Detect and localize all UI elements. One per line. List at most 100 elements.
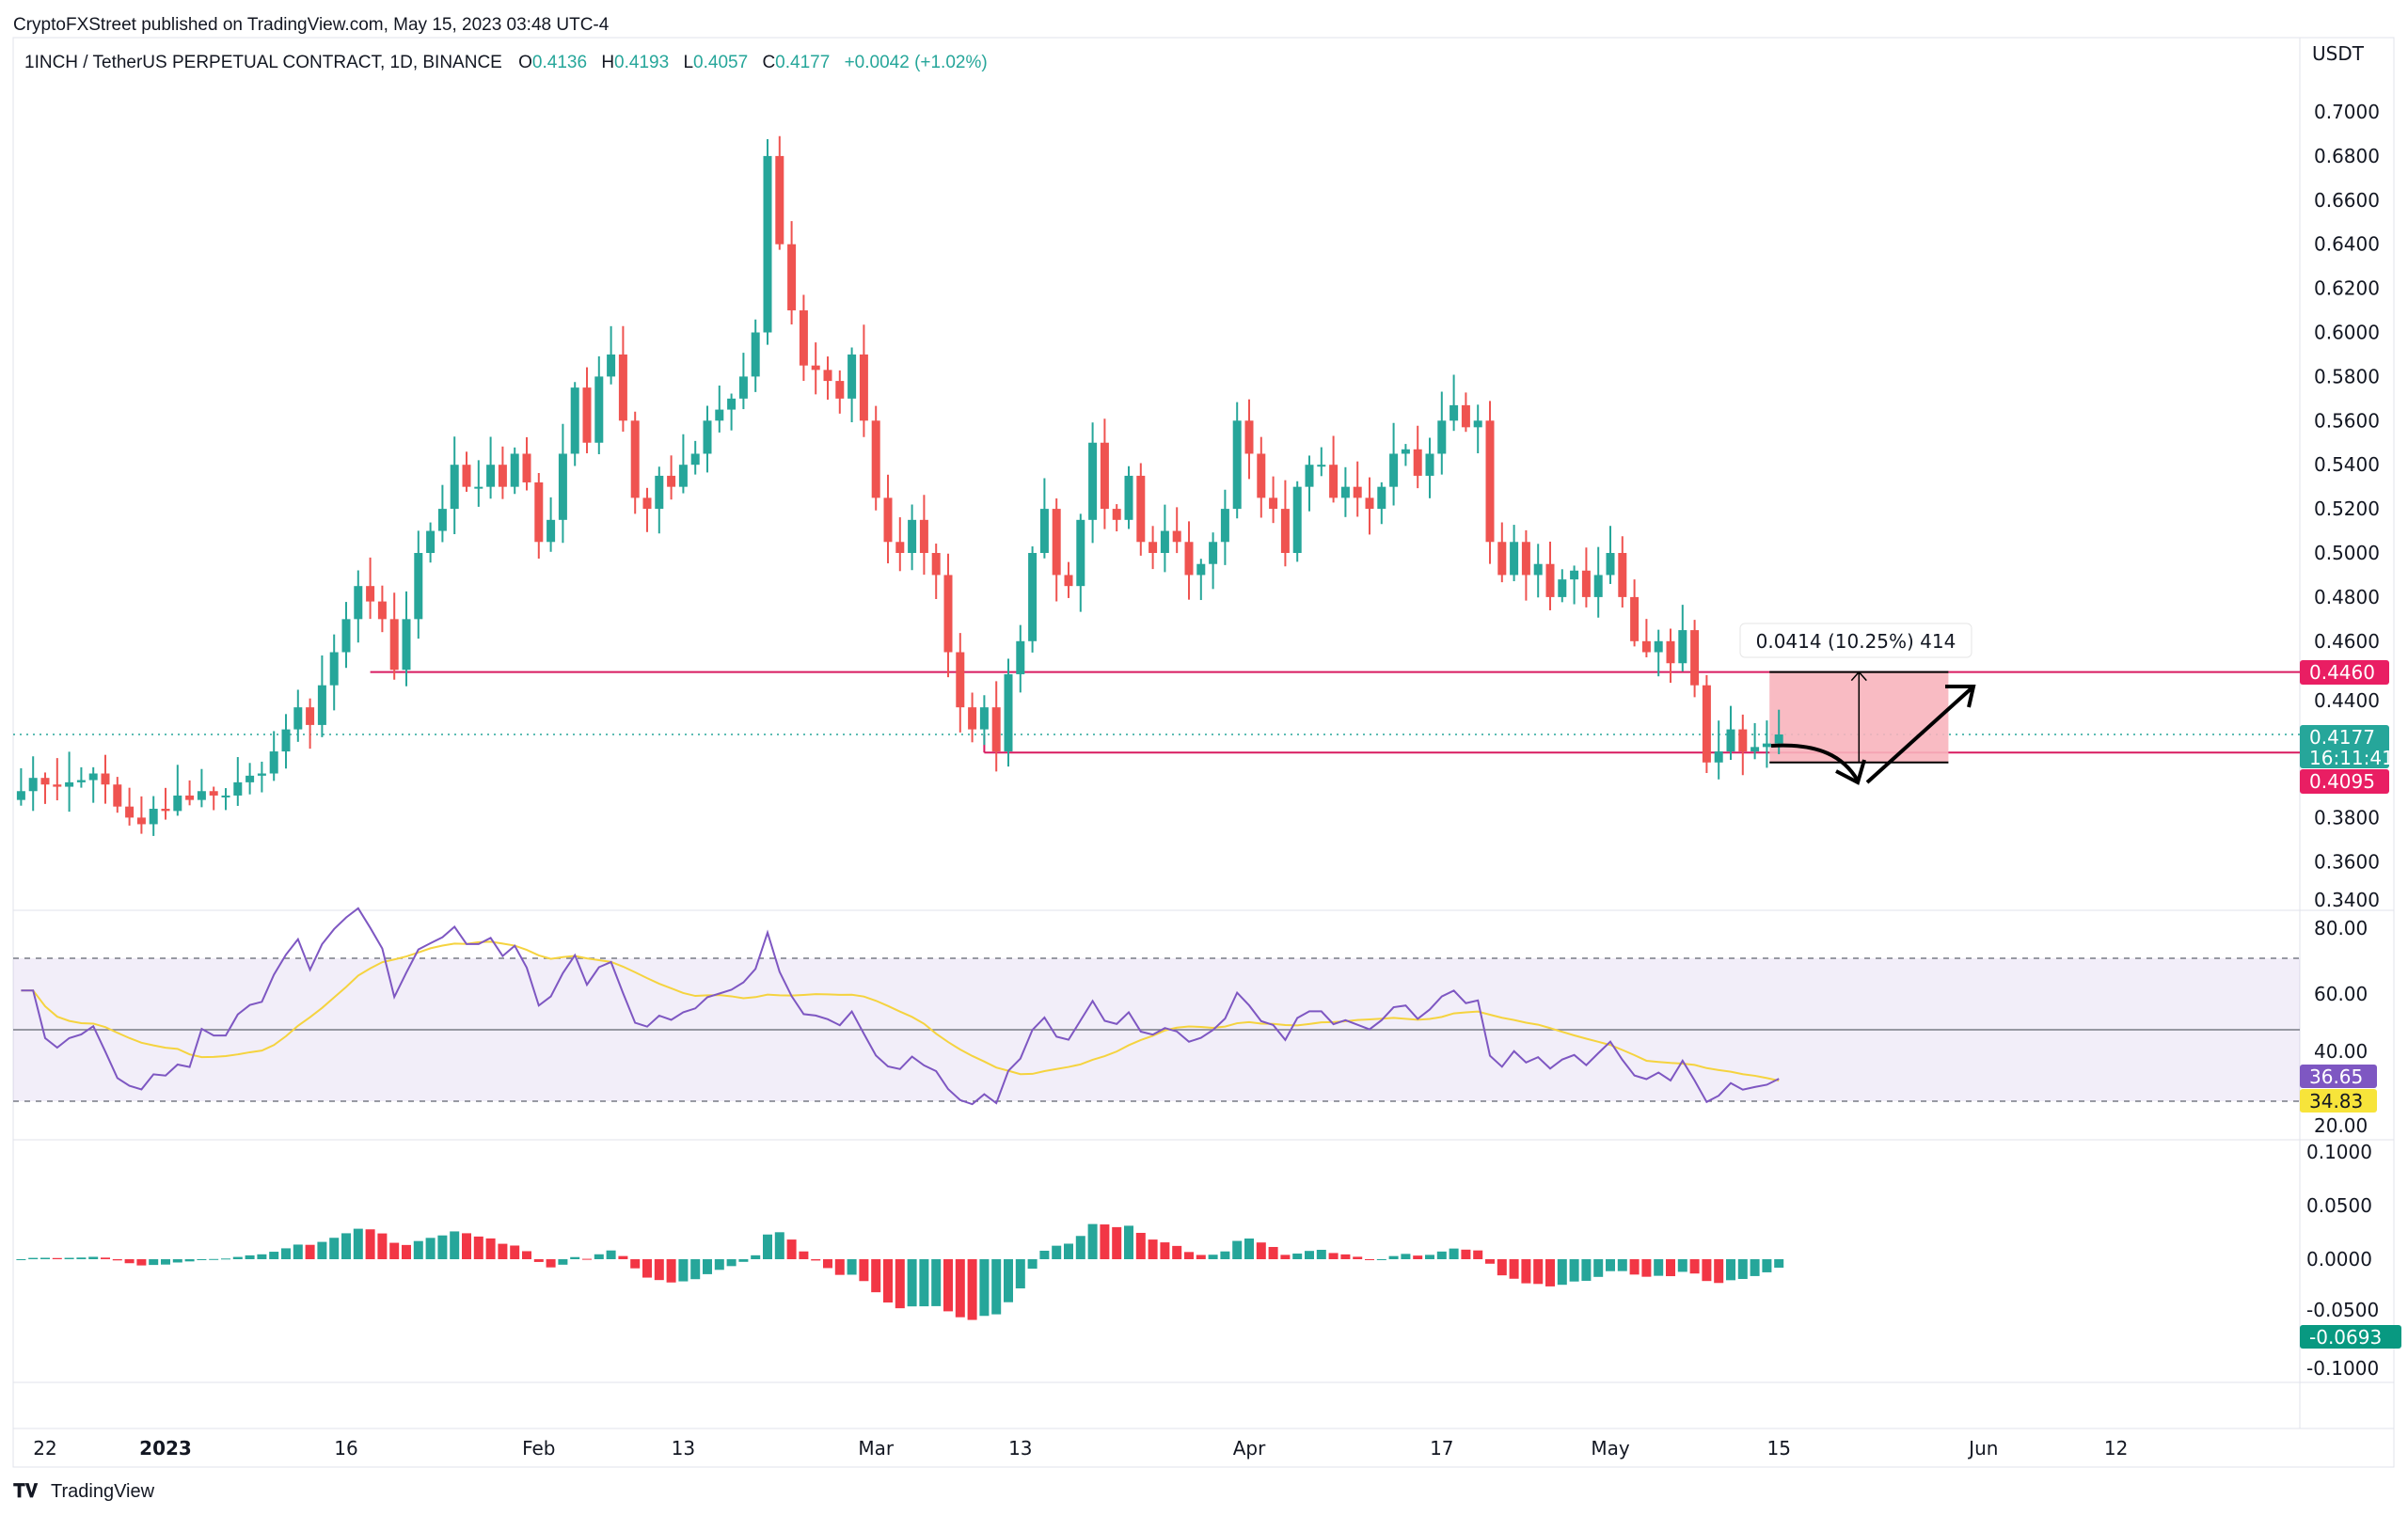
macd-hist-bar [1340, 1254, 1351, 1259]
macd-hist-bar [1376, 1259, 1386, 1260]
candle-body [1269, 497, 1278, 510]
candle-body [1593, 575, 1603, 597]
candle-body [943, 575, 953, 653]
candle-body [703, 420, 712, 454]
candle-body [1365, 497, 1374, 510]
candle-body [1521, 542, 1530, 576]
macd-hist-bar [666, 1259, 676, 1283]
macd-hist-bar [522, 1251, 531, 1259]
resistance-price-tag-text: 0.4460 [2309, 661, 2375, 684]
candle-body [848, 354, 857, 399]
macd-hist-bar [485, 1238, 496, 1259]
time-tick-label: 2023 [139, 1437, 192, 1460]
macd-hist-bar [1593, 1259, 1604, 1277]
macd-hist-bar [847, 1259, 857, 1275]
macd-hist-bar [161, 1259, 170, 1265]
candle-body [1389, 453, 1399, 487]
support-price-tag-text: 0.4095 [2309, 770, 2375, 793]
macd-hist-bar [1689, 1259, 1700, 1274]
candle-body [257, 773, 266, 776]
candle-body [28, 778, 38, 792]
rsi-tick-label: 40.00 [2314, 1040, 2368, 1063]
rsi-tick-label: 80.00 [2314, 917, 2368, 939]
macd-hist-bar [1654, 1259, 1664, 1276]
candle-body [1257, 453, 1266, 498]
macd-hist-bar [1172, 1245, 1182, 1259]
macd-hist-bar [101, 1257, 110, 1259]
candle-body [1329, 465, 1339, 498]
macd-hist-bar [1497, 1259, 1507, 1276]
macd-hist-bar [1052, 1245, 1062, 1259]
candle-body [1641, 640, 1651, 653]
candle-body [437, 509, 447, 531]
macd-hist-bar [823, 1259, 832, 1269]
macd-hist-bar [1413, 1255, 1423, 1259]
macd-hist-bar [1750, 1259, 1760, 1276]
arrow-up-line[interactable] [1865, 685, 1975, 784]
candle-body [161, 809, 170, 812]
candle-body [389, 619, 399, 671]
macd-hist-bar [991, 1259, 1002, 1315]
candle-body [1485, 420, 1495, 543]
arrow-head-down-icon [1835, 759, 1866, 785]
macd-hist-bar [919, 1259, 929, 1307]
price-tick-label: 0.4600 [2314, 630, 2380, 653]
candle-body [113, 784, 122, 807]
candle-body [1630, 596, 1640, 641]
macd-hist-bar [654, 1259, 664, 1281]
macd-hist-bar [1015, 1259, 1025, 1289]
candle-body [377, 601, 387, 620]
candle-body [956, 652, 965, 708]
rsi-tick-label: 20.00 [2314, 1114, 2368, 1137]
macd-hist-bar [979, 1259, 990, 1317]
candle-body [1606, 553, 1615, 576]
price-tick-label: 0.6600 [2314, 189, 2380, 212]
candle-body [1690, 630, 1700, 686]
measure-box[interactable] [1769, 671, 1949, 764]
candle-body [426, 530, 436, 553]
drawn-arrows[interactable] [1770, 685, 1976, 785]
resistance-price-tag [2300, 660, 2389, 685]
candle-body [366, 586, 375, 602]
macd-hist-bar [859, 1259, 869, 1282]
macd-hist-bar [281, 1248, 291, 1259]
macd-hist-bar [703, 1259, 712, 1274]
macd-hist-bar [1677, 1259, 1687, 1272]
macd-hist-bar [16, 1259, 26, 1260]
macd-hist-bar [1112, 1226, 1122, 1259]
macd-hist-bar [1365, 1259, 1374, 1260]
time-tick-label: 13 [672, 1437, 695, 1460]
curved-arrow-down[interactable] [1770, 743, 1860, 782]
candle-body [763, 155, 772, 333]
price-tick-label: 0.4800 [2314, 586, 2380, 608]
price-tick-label: 0.7000 [2314, 101, 2380, 123]
rsi-line [21, 907, 1780, 1106]
candle-body [558, 453, 567, 520]
candle-body [582, 387, 592, 443]
candle-body [1232, 420, 1242, 510]
macd-hist-bar [52, 1257, 62, 1259]
rsi-value-tag [2300, 1065, 2377, 1088]
macd-tick-label: -0.0500 [2306, 1299, 2379, 1321]
macd-hist-bar [1473, 1250, 1483, 1259]
candle-body [775, 155, 784, 245]
candle-body [594, 376, 604, 443]
macd-hist-bar [763, 1234, 772, 1259]
candle-body [715, 409, 724, 421]
candle-body [197, 791, 206, 800]
macd-hist-bar [1087, 1223, 1098, 1259]
candle-body [1461, 404, 1470, 428]
macd-tick-label: 0.0500 [2306, 1194, 2372, 1217]
macd-hist-bar [786, 1239, 797, 1259]
candle-body [570, 387, 579, 454]
macd-histogram [16, 1223, 1784, 1320]
candle-body [341, 619, 351, 653]
candle-body [1052, 509, 1061, 576]
macd-hist-bar [76, 1257, 87, 1259]
candle-body [269, 751, 278, 774]
price-tick-label: 0.5400 [2314, 453, 2380, 476]
support-price-tag [2300, 769, 2389, 794]
candle-body [1353, 486, 1362, 498]
candle-body [871, 420, 880, 498]
